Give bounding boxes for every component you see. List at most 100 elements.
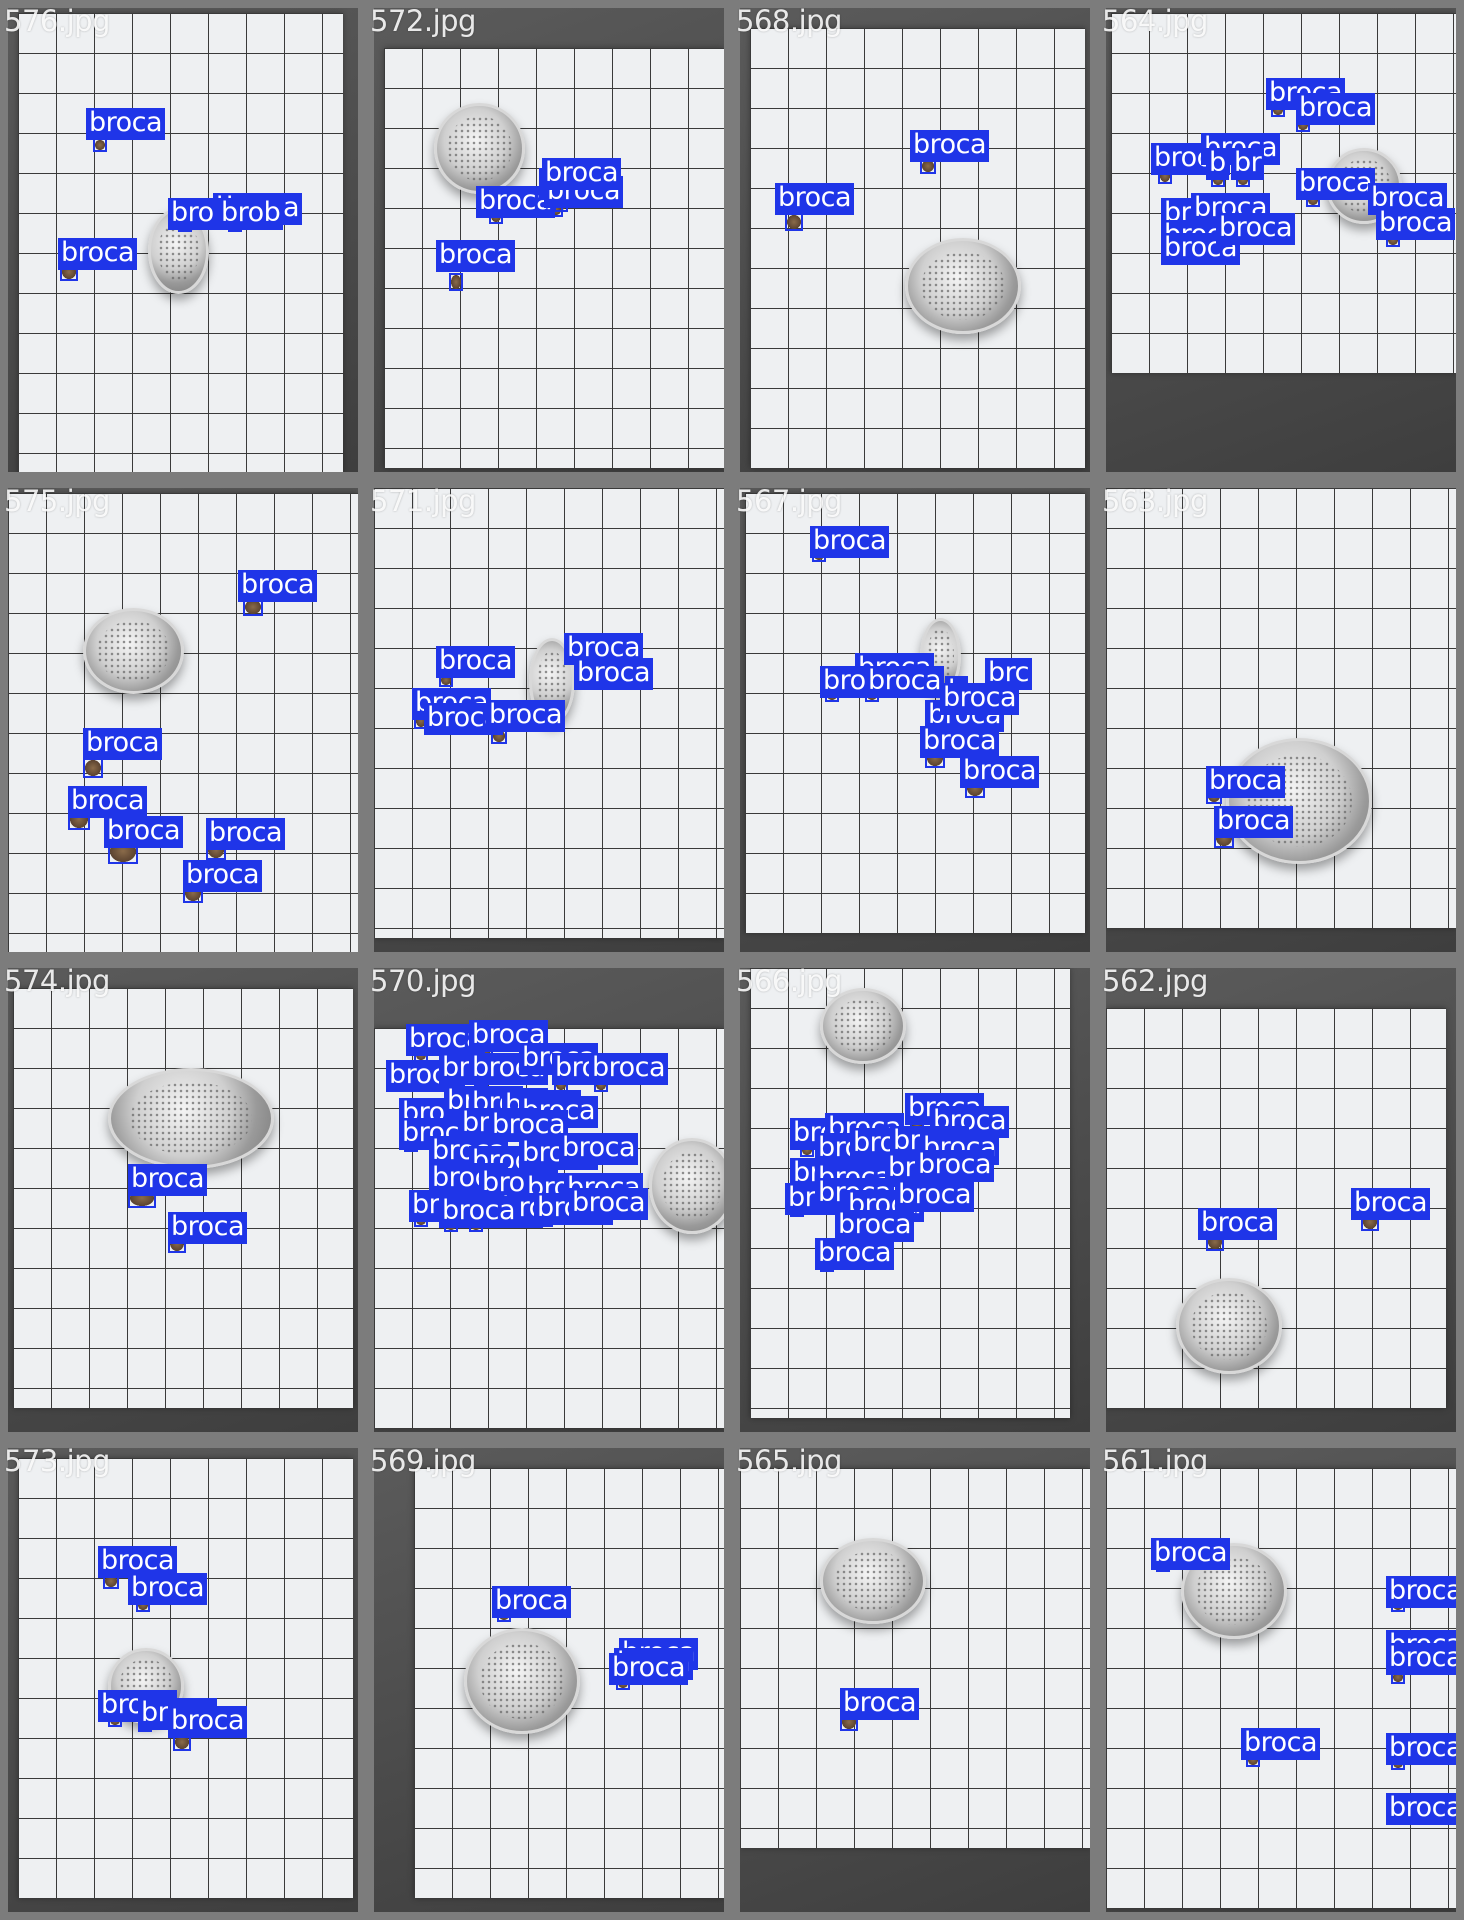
image-tile: broca broca 563.jpg	[1098, 480, 1464, 960]
insect	[416, 715, 426, 727]
image-filename: 569.jpg	[370, 1444, 476, 1478]
insect	[912, 1120, 922, 1130]
trap-photo: broca	[740, 1448, 1090, 1912]
detection-box	[785, 213, 803, 231]
detection-label: broca	[1386, 1733, 1456, 1765]
detection-label: broca	[609, 1653, 689, 1685]
detection-label: broca	[910, 130, 990, 162]
detection-label: broca	[960, 756, 1040, 788]
insect	[175, 1735, 189, 1749]
detection-label: broca	[58, 238, 138, 270]
pheromone-trap	[905, 238, 1021, 334]
sticky-grid-paper	[18, 1458, 353, 1898]
image-filename: 567.jpg	[736, 484, 842, 518]
insect	[1160, 170, 1170, 182]
trap-photo: broca broca	[1106, 488, 1456, 952]
detection-label: broca	[98, 1546, 178, 1578]
insect	[1238, 175, 1248, 185]
detection-label: broca	[1386, 1793, 1456, 1825]
detection-label: broca	[104, 816, 184, 848]
sticky-grid-paper	[374, 1028, 724, 1428]
sticky-grid-paper	[1106, 1468, 1456, 1908]
detection-label: b	[1206, 148, 1229, 180]
detection-label: broca	[436, 646, 516, 678]
pheromone-trap	[148, 208, 209, 294]
detection-label: broca	[1296, 93, 1376, 125]
insect	[85, 760, 101, 776]
image-tile: broca broca 562.jpg	[1098, 960, 1464, 1440]
image-tile: brocabrocabrocabrocabrocabrocabrocabroca…	[732, 960, 1098, 1440]
detection-label: broca	[168, 1706, 248, 1738]
detection-label: br	[1231, 148, 1265, 180]
image-filename: 570.jpg	[370, 964, 476, 998]
sticky-grid-paper	[750, 28, 1085, 468]
sticky-grid-paper	[384, 48, 724, 468]
pheromone-trap	[1176, 1278, 1282, 1374]
image-filename: 576.jpg	[4, 4, 110, 38]
image-tile: brocabrocabrocabroca569.jpg	[366, 1440, 732, 1920]
image-filename: 572.jpg	[370, 4, 476, 38]
image-filename: 563.jpg	[1102, 484, 1208, 518]
image-filename: 573.jpg	[4, 1444, 110, 1478]
image-tile: broca broca broca broca broca broca 575.jpg	[0, 480, 366, 960]
image-filename: 561.jpg	[1102, 1444, 1208, 1478]
insect	[1213, 175, 1223, 185]
insect	[245, 600, 261, 614]
sticky-grid-paper	[740, 1468, 1090, 1848]
detection-label: broca	[835, 1210, 915, 1242]
pheromone-trap	[1226, 738, 1372, 864]
insect	[441, 675, 451, 685]
image-tile: brocabrocabrocabrocabrocabrocabroca561.j…	[1098, 1440, 1464, 1920]
image-filename: 565.jpg	[736, 1444, 842, 1478]
detection-label: broca	[1376, 208, 1456, 240]
image-filename: 564.jpg	[1102, 4, 1208, 38]
sticky-grid-paper	[1111, 13, 1456, 373]
insect	[556, 1080, 566, 1090]
detection-label: broca	[1386, 1576, 1456, 1608]
insect	[1273, 105, 1283, 115]
detection-label: broca	[589, 1053, 669, 1085]
detection-label: broca	[569, 1188, 649, 1220]
detection-label: broca	[86, 108, 166, 140]
insect	[95, 140, 105, 150]
pheromone-trap	[649, 1138, 724, 1234]
sticky-grid-paper	[745, 493, 1085, 933]
image-tile: brocabrocabrocabrocabbrbrocabrocabrocabr…	[1098, 0, 1464, 480]
insect	[1308, 195, 1318, 205]
pheromone-trap	[108, 1068, 274, 1169]
image-filename: 574.jpg	[4, 964, 110, 998]
detection-label: broca	[1386, 1643, 1456, 1675]
image-tile: broca broca 568.jpg	[732, 0, 1098, 480]
trap-photo: brocabrocabrocabrocabbrcbrocabrocabrocab…	[740, 488, 1090, 952]
detection-box	[93, 138, 107, 152]
detection-label: broca	[492, 1586, 572, 1618]
pheromone-trap	[464, 1628, 580, 1734]
detection-label: broca	[865, 666, 945, 698]
insect	[451, 275, 461, 289]
trap-photo: brocabrocabrocabrocabbrbrocabrocabrocabr…	[1106, 8, 1456, 472]
image-filename: 562.jpg	[1102, 964, 1208, 998]
trap-photo: brocabrocabrocabrocabrocabrob	[8, 8, 358, 472]
image-tile: brocabrocabrocabrocabroca573.jpg	[0, 1440, 366, 1920]
detection-label: broca	[128, 1573, 208, 1605]
detection-label: broca	[920, 726, 1000, 758]
insect	[138, 1600, 148, 1610]
detection-label: broca	[1191, 193, 1271, 225]
detection-label: broca	[168, 1212, 248, 1244]
image-tile: broca broca 574.jpg	[0, 960, 366, 1440]
detection-label: broca	[83, 728, 163, 760]
detection-label: broca	[1206, 766, 1286, 798]
insect	[596, 1080, 606, 1090]
detection-label: broca	[206, 818, 286, 850]
insect	[787, 215, 801, 229]
detection-label: broca	[815, 1238, 895, 1270]
image-filename: 566.jpg	[736, 964, 842, 998]
detection-label: broca	[775, 183, 855, 215]
